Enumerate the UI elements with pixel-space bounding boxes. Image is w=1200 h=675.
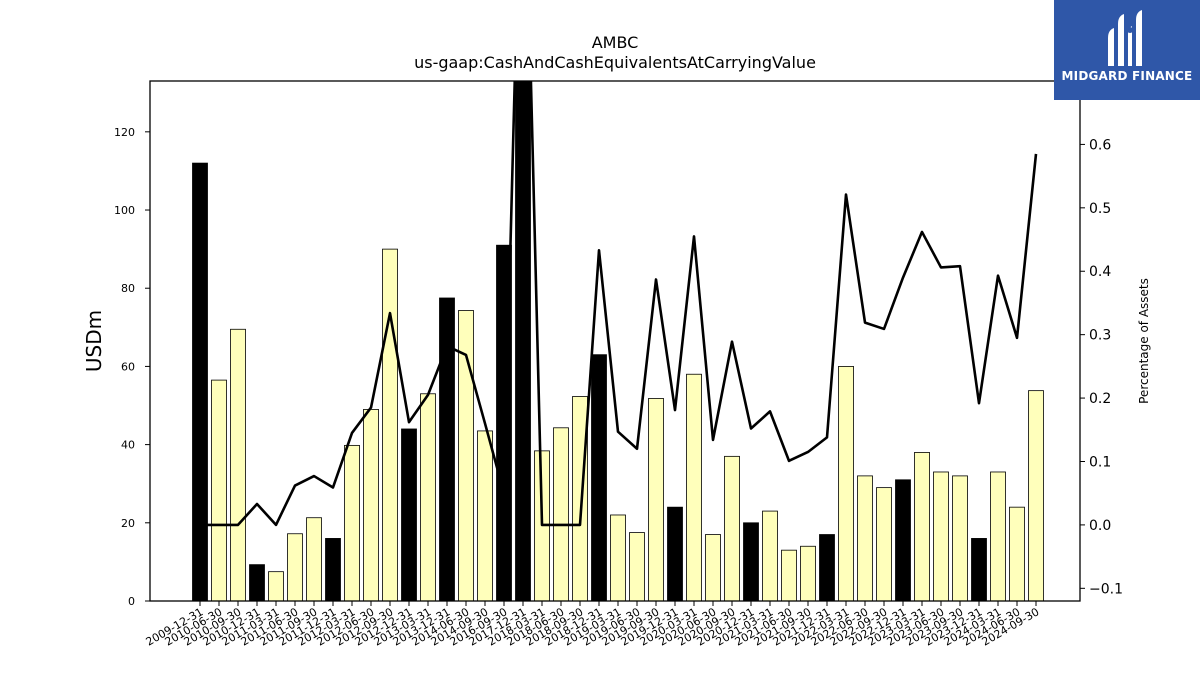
y-tick-label: 20 bbox=[121, 517, 135, 530]
bar bbox=[192, 162, 208, 601]
bar bbox=[458, 310, 474, 601]
bar bbox=[819, 534, 835, 601]
y-tick-label: 80 bbox=[121, 282, 135, 295]
y2-tick-label: 0.2 bbox=[1089, 391, 1111, 407]
bar bbox=[990, 471, 1006, 601]
bar bbox=[325, 538, 341, 601]
y2-tick-label: 0.3 bbox=[1089, 328, 1111, 344]
midgard-logo-icon bbox=[1108, 10, 1142, 66]
bar bbox=[401, 428, 417, 601]
bar bbox=[914, 452, 930, 601]
y2-tick-label: −0.1 bbox=[1089, 581, 1123, 597]
chart-title: AMBC bbox=[592, 33, 639, 52]
y-tick-label: 0 bbox=[128, 595, 135, 608]
y-tick-label: 100 bbox=[114, 204, 135, 217]
bar bbox=[344, 444, 360, 601]
y2-tick-label: 0.0 bbox=[1089, 518, 1111, 534]
bar bbox=[952, 475, 968, 601]
percentage-line bbox=[200, 81, 1038, 527]
bar bbox=[1028, 390, 1044, 601]
logo: MIDGARD FINANCE bbox=[1054, 0, 1200, 100]
y2-tick-label: 0.6 bbox=[1089, 137, 1111, 153]
bar bbox=[876, 487, 892, 601]
y-tick-label: 60 bbox=[121, 360, 135, 373]
bar bbox=[705, 534, 721, 601]
bar bbox=[781, 549, 797, 601]
bar bbox=[382, 248, 398, 601]
bar bbox=[686, 373, 702, 601]
plot-area: 0 20 40 60 80 100 120 −0.1 0.0 0.1 0.2 0.3 0.4 0.5 0.6… bbox=[114, 80, 1123, 649]
bar bbox=[211, 379, 227, 601]
bar bbox=[971, 538, 987, 601]
y2-tick-label: 0.4 bbox=[1089, 264, 1111, 280]
bar bbox=[287, 533, 303, 601]
bar bbox=[895, 479, 911, 601]
bar bbox=[800, 545, 816, 601]
bar bbox=[1009, 506, 1025, 601]
y-tick-label: 120 bbox=[114, 126, 135, 139]
bar bbox=[477, 430, 493, 601]
bar bbox=[268, 571, 284, 601]
bar bbox=[724, 455, 740, 601]
bar bbox=[610, 514, 626, 601]
bar bbox=[572, 396, 588, 601]
y2-tick-label: 0.5 bbox=[1089, 201, 1111, 217]
bar bbox=[553, 427, 569, 601]
logo-text: MIDGARD FINANCE bbox=[1061, 69, 1193, 83]
bar bbox=[420, 393, 436, 601]
y2-tick-label: 0.1 bbox=[1089, 454, 1111, 470]
bar bbox=[363, 409, 379, 601]
line-layer bbox=[200, 81, 1038, 527]
bar bbox=[515, 81, 531, 601]
chart-subtitle: us-gaap:CashAndCashEquivalentsAtCarrying… bbox=[414, 53, 816, 72]
bar bbox=[743, 522, 759, 601]
bar bbox=[249, 564, 265, 601]
bar bbox=[762, 510, 778, 601]
bar bbox=[230, 328, 246, 601]
bar bbox=[838, 366, 854, 601]
y-axis-title: USDm bbox=[82, 310, 106, 372]
bar bbox=[648, 398, 664, 601]
bar bbox=[857, 475, 873, 601]
bar bbox=[591, 354, 607, 601]
bar bbox=[667, 506, 683, 601]
bar bbox=[306, 517, 322, 601]
plot-frame bbox=[149, 80, 1081, 602]
y2-axis-title: Percentage of Assets bbox=[1137, 278, 1151, 404]
bars bbox=[192, 81, 1044, 601]
bar bbox=[439, 297, 455, 601]
bar bbox=[933, 471, 949, 601]
bar bbox=[629, 532, 645, 601]
y-tick-label: 40 bbox=[121, 439, 135, 452]
